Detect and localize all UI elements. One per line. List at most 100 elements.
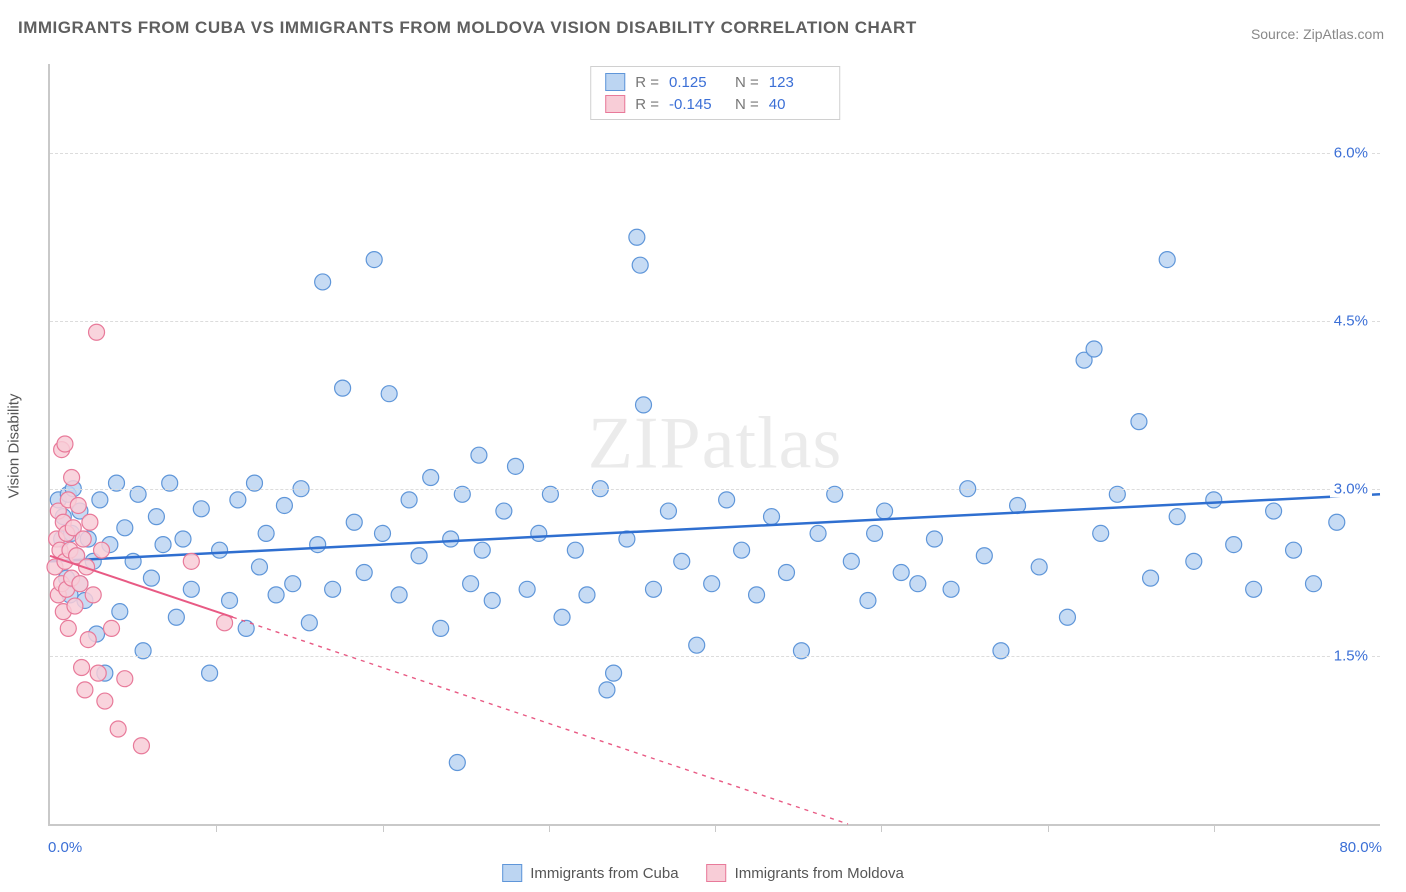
legend-label-cuba: Immigrants from Cuba	[530, 865, 678, 882]
data-point-cuba	[168, 609, 184, 625]
data-point-cuba	[1286, 542, 1302, 558]
data-point-cuba	[117, 520, 133, 536]
gridline	[50, 321, 1380, 322]
data-point-cuba	[238, 620, 254, 636]
data-point-cuba	[411, 548, 427, 564]
data-point-cuba	[843, 553, 859, 569]
data-point-cuba	[315, 274, 331, 290]
x-tick	[1214, 824, 1215, 832]
data-point-cuba	[893, 565, 909, 581]
data-point-cuba	[860, 592, 876, 608]
data-point-cuba	[496, 503, 512, 519]
data-point-moldova	[183, 553, 199, 569]
stat-n-label: N =	[735, 74, 759, 91]
data-point-moldova	[74, 660, 90, 676]
data-point-cuba	[1086, 341, 1102, 357]
stat-r-moldova: -0.145	[669, 96, 725, 113]
data-point-cuba	[112, 604, 128, 620]
data-point-cuba	[484, 592, 500, 608]
data-point-cuba	[1186, 553, 1202, 569]
data-point-cuba	[212, 542, 228, 558]
data-point-moldova	[85, 587, 101, 603]
data-point-cuba	[636, 397, 652, 413]
data-point-cuba	[719, 492, 735, 508]
data-point-cuba	[910, 576, 926, 592]
data-point-cuba	[222, 592, 238, 608]
data-point-cuba	[599, 682, 615, 698]
data-point-cuba	[519, 581, 535, 597]
data-point-moldova	[89, 324, 105, 340]
data-point-moldova	[117, 671, 133, 687]
series-legend: Immigrants from Cuba Immigrants from Mol…	[502, 864, 904, 882]
data-point-cuba	[325, 581, 341, 597]
data-point-moldova	[60, 620, 76, 636]
source-attribution: Source: ZipAtlas.com	[1251, 26, 1384, 42]
data-point-cuba	[285, 576, 301, 592]
data-point-cuba	[463, 576, 479, 592]
data-point-cuba	[1169, 509, 1185, 525]
data-point-cuba	[175, 531, 191, 547]
data-point-cuba	[310, 537, 326, 553]
data-point-moldova	[77, 682, 93, 698]
legend-swatch-cuba	[502, 864, 522, 882]
data-point-cuba	[143, 570, 159, 586]
source-name: ZipAtlas.com	[1303, 26, 1384, 42]
stats-row-cuba: R = 0.125 N = 123	[591, 71, 839, 93]
data-point-cuba	[258, 525, 274, 541]
data-point-cuba	[1143, 570, 1159, 586]
stat-n-cuba: 123	[769, 74, 825, 91]
data-point-cuba	[1226, 537, 1242, 553]
plot-area: ZIPatlas R = 0.125 N = 123 R = -0.145 N …	[48, 64, 1380, 826]
data-point-cuba	[778, 565, 794, 581]
data-point-moldova	[57, 436, 73, 452]
data-point-cuba	[1246, 581, 1262, 597]
data-point-cuba	[401, 492, 417, 508]
data-point-moldova	[94, 542, 110, 558]
data-point-cuba	[926, 531, 942, 547]
data-point-moldova	[72, 576, 88, 592]
data-point-cuba	[92, 492, 108, 508]
data-point-moldova	[64, 470, 80, 486]
data-point-cuba	[193, 501, 209, 517]
data-point-cuba	[474, 542, 490, 558]
data-point-cuba	[1266, 503, 1282, 519]
data-point-cuba	[674, 553, 690, 569]
stat-r-label: R =	[635, 96, 659, 113]
data-point-cuba	[660, 503, 676, 519]
data-point-cuba	[1206, 492, 1222, 508]
stat-n-moldova: 40	[769, 96, 825, 113]
data-point-moldova	[70, 497, 86, 513]
data-point-moldova	[67, 598, 83, 614]
x-tick	[383, 824, 384, 832]
data-point-cuba	[877, 503, 893, 519]
data-point-cuba	[449, 755, 465, 771]
data-point-cuba	[268, 587, 284, 603]
chart-svg	[50, 64, 1380, 824]
data-point-cuba	[943, 581, 959, 597]
data-point-cuba	[251, 559, 267, 575]
data-point-cuba	[1306, 576, 1322, 592]
stat-n-label: N =	[735, 96, 759, 113]
data-point-cuba	[764, 509, 780, 525]
data-point-cuba	[433, 620, 449, 636]
data-point-moldova	[82, 514, 98, 530]
data-point-moldova	[110, 721, 126, 737]
data-point-cuba	[554, 609, 570, 625]
trend-line-moldova-extrapolated	[233, 617, 848, 824]
data-point-cuba	[1093, 525, 1109, 541]
data-point-cuba	[810, 525, 826, 541]
x-tick	[881, 824, 882, 832]
data-point-cuba	[443, 531, 459, 547]
source-prefix: Source:	[1251, 26, 1303, 42]
x-axis-max-label: 80.0%	[1339, 839, 1382, 856]
data-point-cuba	[346, 514, 362, 530]
data-point-cuba	[689, 637, 705, 653]
legend-swatch-moldova	[707, 864, 727, 882]
legend-item-moldova: Immigrants from Moldova	[707, 864, 904, 882]
data-point-cuba	[645, 581, 661, 597]
data-point-cuba	[375, 525, 391, 541]
x-tick	[1048, 824, 1049, 832]
data-point-cuba	[629, 229, 645, 245]
data-point-cuba	[508, 458, 524, 474]
data-point-cuba	[606, 665, 622, 681]
